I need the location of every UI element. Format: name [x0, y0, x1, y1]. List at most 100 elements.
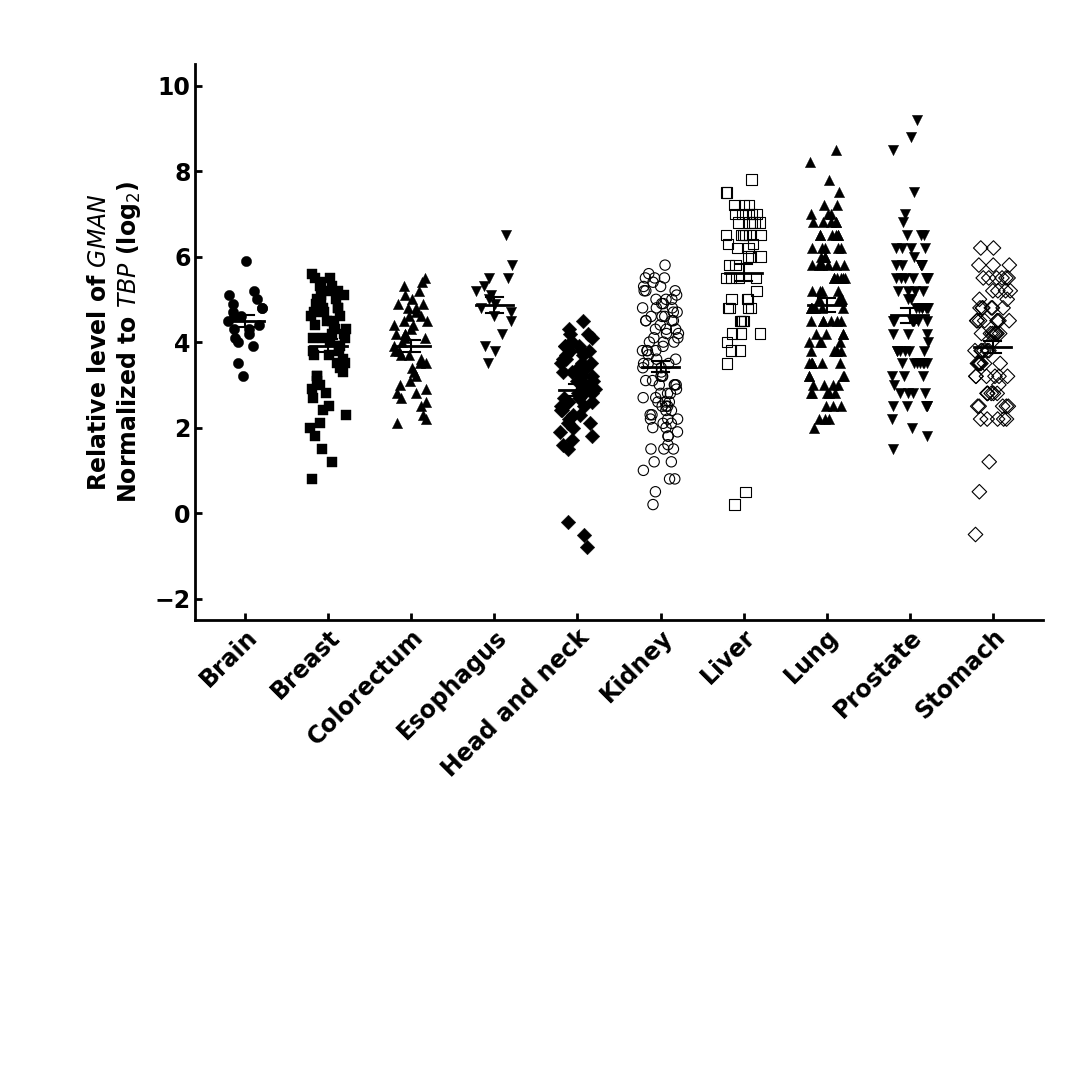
Point — [893, 355, 910, 372]
Point — [417, 355, 434, 372]
Point — [321, 334, 339, 351]
Point — [657, 402, 674, 419]
Point — [813, 239, 831, 257]
Point — [645, 329, 662, 346]
Point — [329, 299, 346, 316]
Point — [980, 269, 997, 286]
Point — [743, 214, 760, 231]
Point — [658, 321, 675, 338]
Point — [720, 257, 737, 274]
Point — [664, 312, 681, 329]
Point — [718, 227, 735, 244]
Point — [732, 312, 749, 329]
Point — [812, 248, 830, 265]
Point — [985, 385, 1002, 402]
Point — [576, 385, 593, 402]
Point — [919, 299, 936, 316]
Point — [983, 385, 1000, 402]
Point — [330, 342, 348, 359]
Point — [918, 325, 935, 342]
Point — [832, 355, 849, 372]
Point — [812, 334, 830, 351]
Point — [830, 184, 847, 201]
Point — [661, 385, 679, 402]
Point — [653, 359, 670, 376]
Point — [735, 197, 753, 214]
Point — [253, 299, 270, 316]
Point — [801, 154, 819, 171]
Point — [659, 436, 677, 453]
Point — [642, 406, 659, 423]
Point — [498, 269, 516, 286]
Point — [918, 398, 935, 415]
Point — [317, 385, 334, 402]
Point — [584, 428, 602, 445]
Point — [919, 269, 936, 286]
Point — [668, 376, 685, 393]
Point — [664, 299, 681, 316]
Point — [971, 483, 988, 500]
Point — [653, 295, 670, 312]
Point — [828, 214, 845, 231]
Point — [393, 334, 411, 351]
Point — [407, 304, 425, 321]
Point — [829, 269, 846, 286]
Point — [736, 483, 754, 500]
Point — [722, 342, 740, 359]
Point — [554, 363, 571, 381]
Point — [655, 415, 672, 432]
Point — [330, 299, 348, 316]
Point — [896, 342, 913, 359]
Point — [412, 351, 429, 368]
Point — [338, 321, 355, 338]
Point — [559, 393, 577, 410]
Point — [560, 410, 578, 428]
Point — [386, 338, 403, 355]
Point — [584, 372, 602, 389]
Point — [887, 239, 905, 257]
Point — [824, 398, 842, 415]
Point — [833, 342, 850, 359]
Point — [637, 312, 655, 329]
Point — [987, 325, 1005, 342]
Point — [919, 355, 936, 372]
Point — [725, 197, 743, 214]
Point — [669, 329, 686, 346]
Point — [806, 299, 823, 316]
Point — [481, 269, 498, 286]
Point — [666, 470, 683, 487]
Point — [640, 346, 657, 363]
Point — [915, 385, 933, 402]
Point — [974, 269, 992, 286]
Point — [412, 355, 429, 372]
Point — [803, 239, 820, 257]
Point — [666, 376, 683, 393]
Point — [416, 269, 433, 286]
Point — [313, 440, 330, 458]
Point — [971, 355, 988, 372]
Point — [737, 227, 755, 244]
Point — [669, 304, 686, 321]
Point — [804, 257, 821, 274]
Point — [904, 312, 921, 329]
Point — [990, 376, 1008, 393]
Point — [734, 205, 752, 222]
Point — [315, 299, 332, 316]
Point — [634, 462, 652, 479]
Point — [668, 381, 685, 398]
Point — [337, 406, 354, 423]
Point — [971, 355, 988, 372]
Point — [988, 385, 1006, 402]
Point — [668, 286, 685, 304]
Point — [665, 312, 682, 329]
Point — [387, 342, 404, 359]
Point — [400, 346, 417, 363]
Point — [576, 398, 593, 415]
Point — [725, 496, 743, 513]
Point — [224, 295, 241, 312]
Point — [804, 376, 821, 393]
Point — [393, 346, 411, 363]
Point — [391, 376, 408, 393]
Point — [834, 325, 851, 342]
Point — [823, 312, 841, 329]
